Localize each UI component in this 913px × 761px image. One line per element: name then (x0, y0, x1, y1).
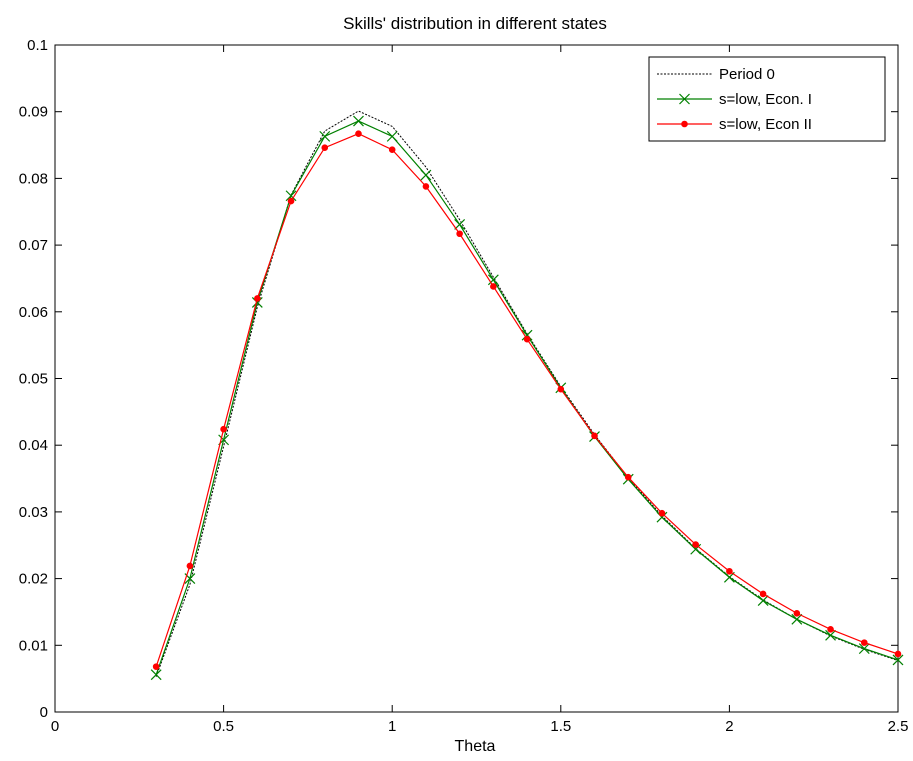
dot-marker (658, 509, 666, 517)
dot-marker (827, 625, 834, 633)
x-marker (521, 329, 533, 341)
dot-marker (894, 650, 902, 658)
y-tick-label: 0.09 (19, 104, 48, 121)
legend-label: s=low, Econ. I (719, 91, 812, 108)
x-tick-label: 1 (388, 718, 396, 735)
x-marker-stroke (251, 297, 263, 308)
x-marker-stroke (690, 543, 702, 555)
x-tick-label: 2.5 (888, 718, 909, 735)
x-marker (150, 669, 162, 681)
x-marker-stroke (386, 130, 398, 142)
x-marker-stroke (757, 595, 769, 607)
series-layer (150, 110, 904, 681)
y-tick-label: 0 (40, 704, 48, 721)
legend: Period 0 s=low, Econ. I s=low, Econ II (648, 56, 886, 142)
x-marker (825, 629, 836, 641)
series-2 (152, 130, 902, 670)
x-marker-stroke (319, 130, 331, 142)
x-marker (791, 613, 803, 625)
legend-label: Period 0 (719, 66, 775, 83)
dot-marker (860, 639, 868, 646)
x-marker (487, 274, 499, 286)
x-marker-stroke (184, 573, 196, 585)
dot-marker (681, 120, 688, 128)
dot-marker (523, 335, 531, 343)
dot-marker (355, 130, 362, 138)
x-marker-stroke (791, 613, 803, 625)
dot-marker (726, 567, 733, 575)
y-tick-label: 0.1 (27, 37, 48, 54)
dot-marker (692, 541, 699, 548)
dot-marker (490, 283, 497, 290)
x-tick-label: 0 (51, 718, 59, 735)
x-marker-stroke (150, 669, 162, 681)
dot-marker (456, 230, 463, 238)
x-marker-stroke (892, 654, 904, 666)
dot-marker (422, 183, 430, 190)
x-marker-stroke (454, 218, 466, 230)
dot-marker (557, 385, 565, 393)
legend-label: s=low, Econ II (719, 116, 812, 133)
x-tick-label: 2 (725, 718, 733, 735)
y-tick-label: 0.07 (19, 237, 48, 254)
x-marker (420, 169, 432, 181)
y-tick-label: 0.03 (19, 504, 48, 521)
x-marker (454, 218, 466, 230)
x-marker-stroke (353, 115, 364, 127)
x-marker (757, 595, 769, 607)
chart-title: Skills' distribution in different states (343, 14, 607, 33)
x-marker-stroke (858, 643, 870, 655)
x-marker (353, 115, 364, 127)
dot-marker (152, 663, 160, 670)
x-marker-stroke (420, 169, 432, 181)
dot-marker (793, 609, 801, 617)
dot-marker (591, 432, 598, 440)
dot-marker (388, 146, 396, 154)
x-marker-stroke (825, 629, 836, 641)
dot-marker (624, 473, 632, 481)
y-tick-label: 0.06 (19, 304, 48, 321)
x-marker (285, 190, 297, 202)
x-marker (690, 543, 702, 555)
x-marker-stroke (656, 511, 668, 523)
series-1 (150, 115, 904, 681)
y-tick-label: 0.02 (19, 571, 48, 588)
x-marker-stroke (285, 190, 297, 202)
x-marker-stroke (487, 274, 499, 286)
y-tick-label: 0.04 (19, 437, 48, 454)
x-tick-label: 1.5 (550, 718, 571, 735)
x-marker (656, 511, 668, 523)
x-marker (858, 643, 870, 655)
dot-marker (759, 590, 767, 598)
x-marker (679, 93, 690, 105)
x-marker (251, 297, 263, 308)
x-tick-label: 0.5 (213, 718, 234, 735)
dot-marker (321, 144, 329, 152)
y-tick-label: 0.05 (19, 371, 48, 388)
dot-marker (254, 295, 261, 302)
y-tick-label: 0.08 (19, 170, 48, 187)
axis-ticks: 0 0.5 1 1.5 2 2.5 0 0.01 0.02 0.03 0.04 0.05 0.06 0.0… (19, 37, 909, 735)
plot-area (54, 44, 899, 713)
x-axis-label: Theta (455, 738, 496, 755)
x-marker-stroke (679, 93, 690, 105)
x-marker (892, 654, 904, 666)
x-marker (386, 130, 398, 142)
y-tick-label: 0.01 (19, 637, 48, 654)
x-marker (319, 130, 331, 142)
dot-marker (220, 425, 227, 433)
dot-marker (287, 197, 295, 205)
dot-marker (186, 562, 194, 570)
x-marker-stroke (521, 329, 533, 341)
